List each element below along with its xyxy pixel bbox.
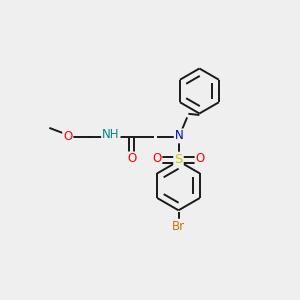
- Text: N: N: [175, 129, 184, 142]
- Text: Br: Br: [172, 220, 185, 233]
- Text: NH: NH: [102, 128, 120, 141]
- Text: O: O: [152, 152, 161, 166]
- Text: O: O: [196, 152, 205, 166]
- Text: S: S: [174, 153, 183, 166]
- Text: O: O: [127, 152, 136, 165]
- Text: O: O: [63, 130, 72, 143]
